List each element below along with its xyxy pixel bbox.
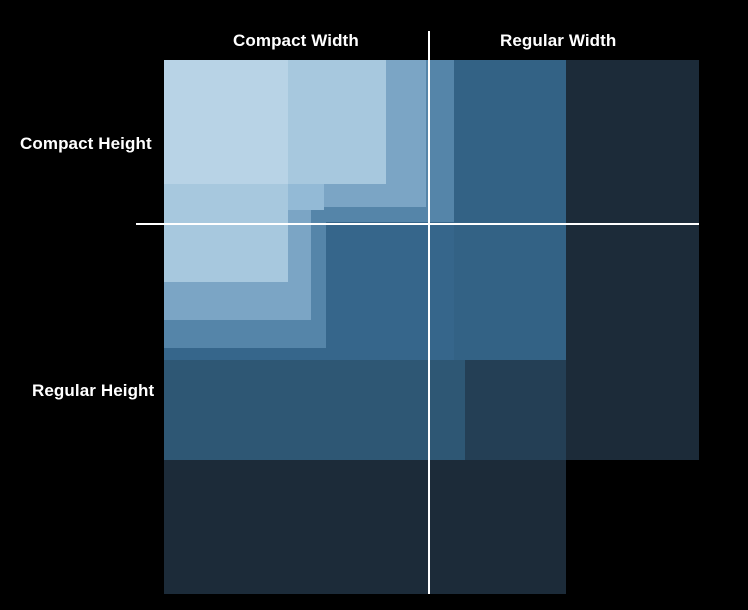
horizontal-divider-line	[136, 223, 699, 225]
regular-height-label: Regular Height	[32, 381, 155, 400]
compact-height-label: Compact Height	[20, 134, 152, 153]
region-smallest	[164, 60, 288, 184]
vertical-divider-line	[428, 31, 430, 594]
regular-width-label: Regular Width	[500, 31, 617, 50]
compact-width-label: Compact Width	[233, 31, 359, 50]
